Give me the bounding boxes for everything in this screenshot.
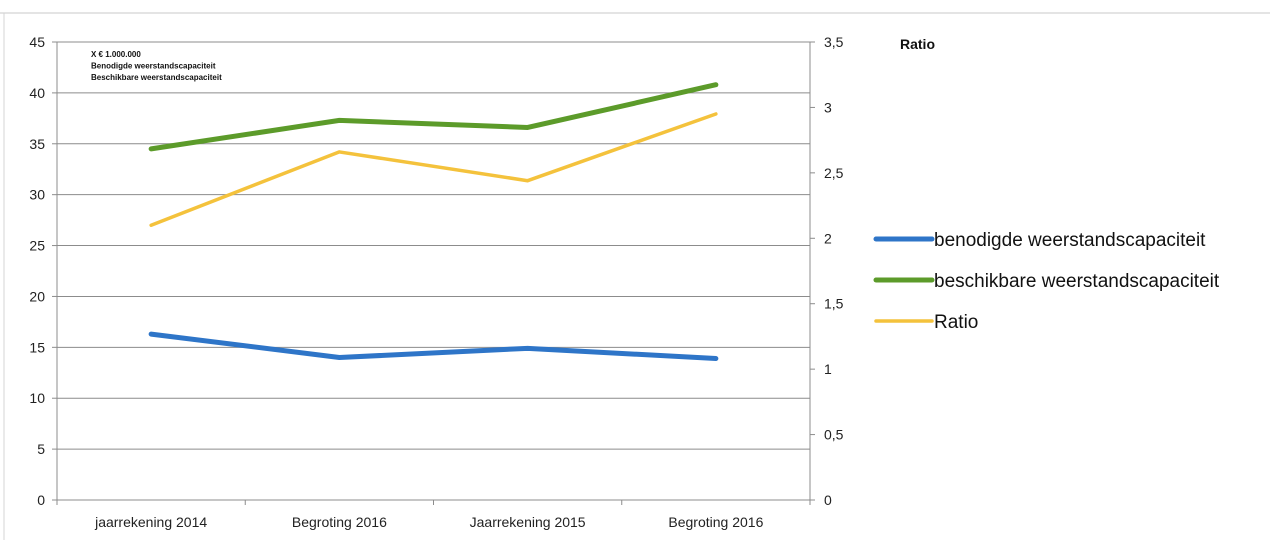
annotation-line: X € 1.000.000 <box>91 50 141 59</box>
legend-label: Ratio <box>934 312 978 333</box>
y-left-tick-label: 10 <box>29 390 45 406</box>
x-tick-label: Begroting 2016 <box>292 514 387 530</box>
y-left-tick-label: 40 <box>29 85 45 101</box>
series-lines <box>151 85 716 359</box>
annotation-line: Benodigde weerstandscapaciteit <box>91 62 216 71</box>
y-right-tick-label: 1,5 <box>824 296 844 312</box>
x-tick-label: jaarrekening 2014 <box>94 514 207 530</box>
y-left-tick-label: 15 <box>29 339 45 355</box>
y-left-tick-label: 0 <box>37 492 45 508</box>
y-right-tick-label: 2 <box>824 230 832 246</box>
legend-label: benodigde weerstandscapaciteit <box>934 230 1206 251</box>
gridlines <box>57 42 810 500</box>
y-right-tick-label: 0 <box>824 492 832 508</box>
y-left-tick-label: 45 <box>29 34 45 50</box>
annotation-line: Beschikbare weerstandscapaciteit <box>91 73 222 82</box>
y-right-axis-title: Ratio <box>900 36 935 52</box>
legend: benodigde weerstandscapaciteit beschikbar… <box>876 230 1220 333</box>
y-right-tick-label: 2,5 <box>824 165 844 181</box>
x-tick-label: Begroting 2016 <box>668 514 763 530</box>
legend-label: beschikbare weerstandscapaciteit <box>934 271 1220 292</box>
y-right-tick-label: 0,5 <box>824 427 844 443</box>
series-line-3 <box>151 114 716 225</box>
x-tick-label: Jaarrekening 2015 <box>470 514 586 530</box>
series-line-2 <box>151 85 716 149</box>
y-right-tick-label: 1 <box>824 361 832 377</box>
y-left-tick-label: 35 <box>29 136 45 152</box>
y-left-tick-label: 20 <box>29 288 45 304</box>
series-line-1 <box>151 334 716 358</box>
y-right-tick-label: 3 <box>824 99 832 115</box>
y-left-tick-label: 25 <box>29 238 45 254</box>
y-left-tick-label: 5 <box>37 441 45 457</box>
y-left-tick-label: 30 <box>29 187 45 203</box>
y-right-tick-label: 3,5 <box>824 34 844 50</box>
chart-texts: 0 5 10 15 20 25 30 35 40 45 0 0,5 1 1,5 2 2,5 3 3,5 Ratio j… <box>29 34 935 530</box>
axes <box>52 42 815 505</box>
